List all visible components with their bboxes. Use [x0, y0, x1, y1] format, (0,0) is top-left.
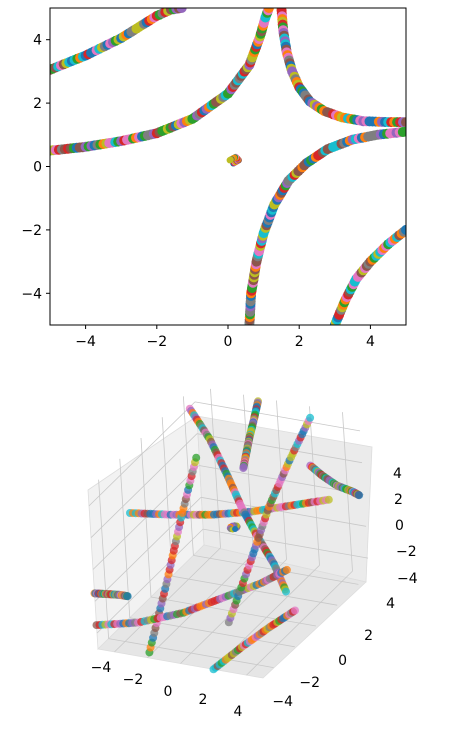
x-tick-label: 0	[224, 334, 233, 350]
scatter-point-3d	[239, 464, 248, 473]
scatter-point-3d	[324, 495, 333, 504]
grid-line	[246, 570, 353, 676]
plot-area-2d	[50, 8, 406, 325]
x-tick-label: −4	[75, 334, 96, 350]
y-tick-label-3d: −4	[272, 694, 293, 710]
y-tick-label-3d: 2	[364, 628, 373, 644]
y-tick-label-3d: 4	[386, 596, 395, 612]
x-tick-label-3d: 0	[164, 684, 173, 700]
scatter-point-3d	[282, 587, 290, 596]
y-tick-label-3d: 0	[338, 653, 347, 669]
scatter-point-3d	[232, 526, 239, 532]
grid-line	[196, 433, 363, 464]
scatter-point	[401, 126, 406, 137]
y-tick-label: 2	[33, 96, 42, 112]
grid-line	[194, 401, 361, 432]
scatter-point-3d	[291, 606, 299, 615]
scatter-point-3d	[192, 453, 201, 462]
scatter-point	[176, 8, 187, 13]
grid-line	[92, 465, 200, 570]
grid-line	[309, 406, 320, 566]
scatter-point	[263, 8, 274, 13]
scatter-point-3d	[355, 491, 364, 500]
z-tick-label-3d: 2	[394, 492, 403, 508]
x-tick-label-3d: 4	[234, 704, 243, 720]
z-tick-label-3d: −4	[397, 571, 418, 587]
scatter-2d-panel: −4 −2 0 2 4 −4 −2 0 2 4	[21, 7, 407, 350]
scatter-point-3d	[306, 413, 315, 422]
x-tick-label-3d: −4	[91, 660, 112, 676]
scatter-point	[401, 117, 406, 128]
points-2d	[50, 8, 406, 325]
x-tick-label-3d: −2	[123, 672, 144, 688]
x-tick-label: 4	[366, 334, 375, 350]
grid-line	[90, 433, 198, 538]
points-3d	[90, 397, 364, 674]
y-tick-label: −2	[21, 223, 42, 239]
grid-line	[88, 401, 196, 507]
scatter-point-3d	[282, 565, 291, 574]
scatter-point-3d	[123, 592, 132, 601]
z-tick-label-3d: 4	[393, 466, 402, 482]
scatter-point	[401, 224, 406, 235]
y-tick-label: 4	[33, 33, 42, 49]
y-tick-label-3d: −2	[299, 675, 320, 691]
x-tick-label: −2	[146, 334, 167, 350]
z-tick-label-3d: −2	[396, 544, 417, 560]
ticks-2d: −4 −2 0 2 4 −4 −2 0 2 4	[21, 33, 375, 350]
z-tick-label-3d: 0	[395, 518, 404, 534]
y-tick-label: 0	[33, 160, 42, 176]
x-tick-label-3d: 2	[199, 692, 208, 708]
x-tick-label: 2	[295, 334, 304, 350]
scatter-point	[226, 157, 233, 164]
grid-line	[172, 575, 338, 606]
y-tick-label: −4	[21, 286, 42, 302]
